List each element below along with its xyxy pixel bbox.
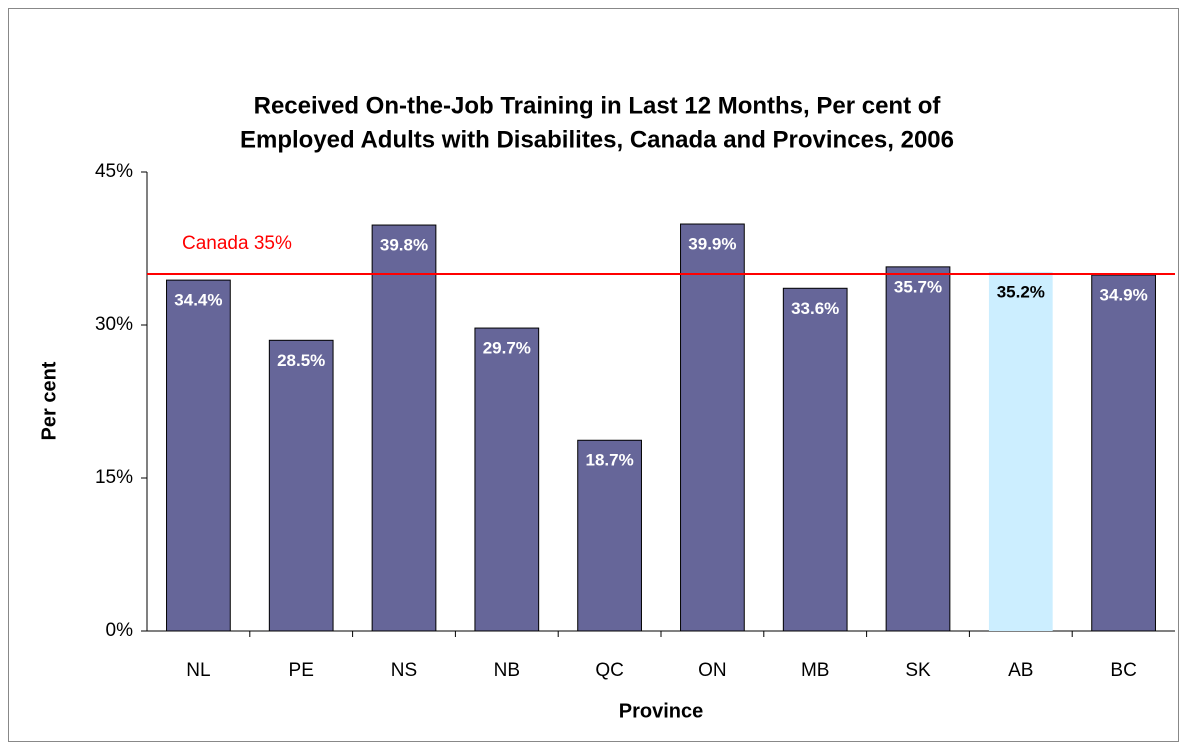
bar bbox=[474, 327, 540, 632]
bar bbox=[680, 223, 745, 632]
reference-label: Canada 35% bbox=[182, 233, 292, 254]
bar bbox=[166, 279, 231, 632]
data-label: 34.4% bbox=[174, 291, 222, 310]
x-tick-label: BC bbox=[1110, 660, 1136, 681]
x-tick-label: QC bbox=[595, 660, 624, 681]
x-tick-label: MB bbox=[801, 660, 830, 681]
data-label: 34.9% bbox=[1099, 286, 1147, 305]
bar bbox=[988, 271, 1053, 631]
y-tick-label: 30% bbox=[95, 314, 133, 335]
y-tick-label: 45% bbox=[95, 161, 133, 182]
y-tick-label: 0% bbox=[106, 620, 134, 641]
bar bbox=[268, 339, 334, 632]
data-label: 35.7% bbox=[894, 277, 942, 296]
data-label: 39.8% bbox=[380, 236, 428, 255]
data-label: 35.2% bbox=[997, 282, 1045, 301]
x-axis-title: Province bbox=[619, 700, 703, 722]
y-axis-title: Per cent bbox=[38, 361, 60, 440]
bar bbox=[1091, 274, 1156, 632]
chart-title: Employed Adults with Disabilites, Canada… bbox=[240, 126, 954, 153]
bar bbox=[371, 224, 437, 632]
x-tick-label: PE bbox=[289, 660, 314, 681]
x-tick-label: AB bbox=[1008, 660, 1033, 681]
data-label: 18.7% bbox=[585, 451, 633, 470]
bar bbox=[885, 266, 951, 632]
data-label: 28.5% bbox=[277, 351, 325, 370]
chart-title: Received On-the-Job Training in Last 12 … bbox=[254, 92, 942, 119]
x-tick-label: NS bbox=[391, 660, 417, 681]
bar bbox=[782, 287, 848, 632]
data-label: 39.9% bbox=[688, 235, 736, 254]
y-tick-label: 15% bbox=[95, 467, 133, 488]
x-tick-label: NL bbox=[186, 660, 210, 681]
data-label: 33.6% bbox=[791, 299, 839, 318]
bar bbox=[577, 439, 642, 632]
x-tick-label: SK bbox=[905, 660, 931, 681]
x-tick-label: NB bbox=[494, 660, 520, 681]
data-label: 29.7% bbox=[483, 339, 531, 358]
x-tick-label: ON bbox=[698, 660, 727, 681]
